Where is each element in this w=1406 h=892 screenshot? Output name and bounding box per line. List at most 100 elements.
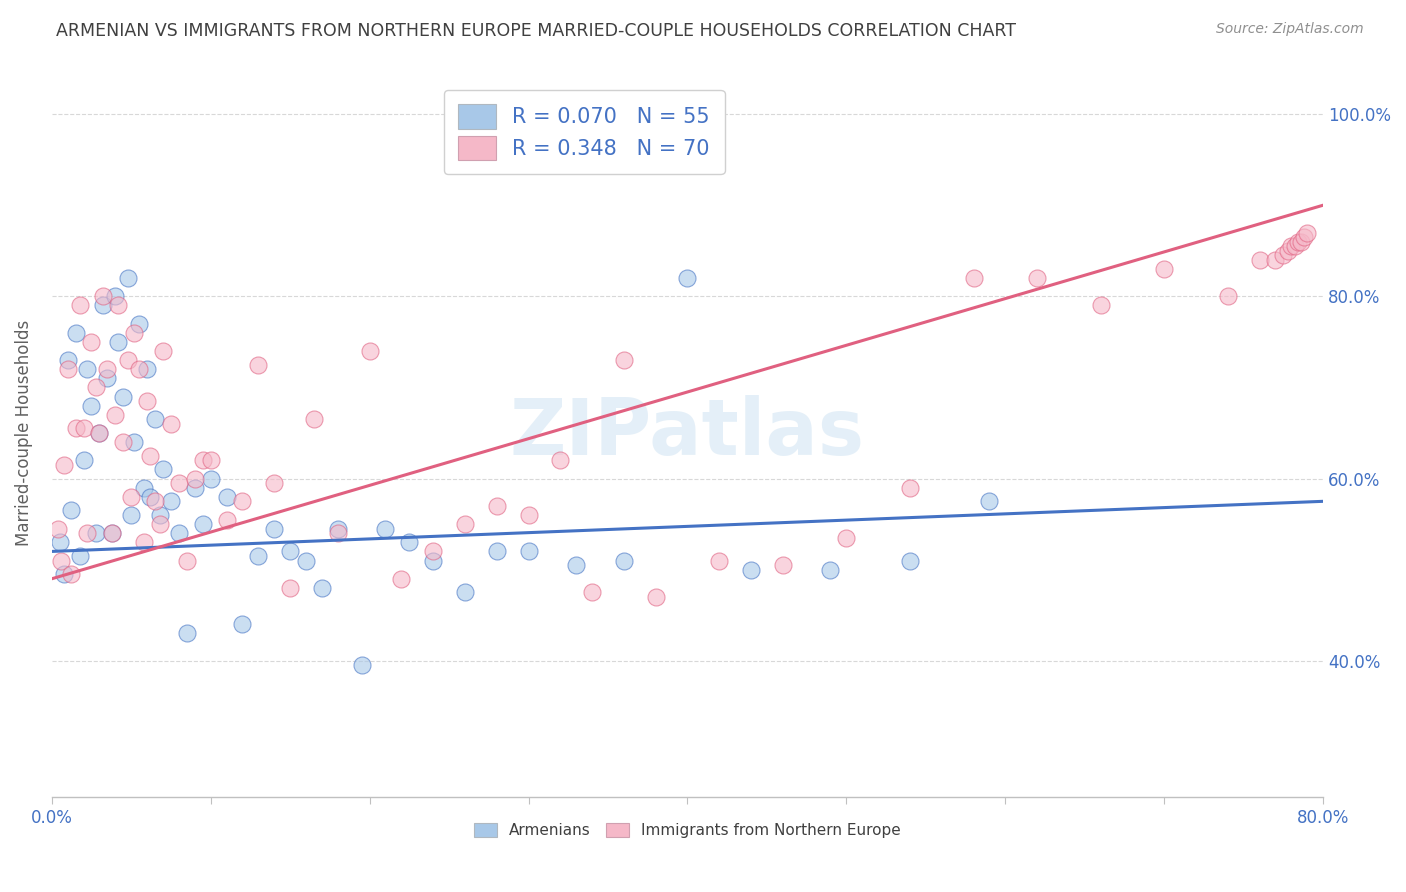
Point (96, 362, 118, 376)
Point (56, 353, 79, 368)
Point (143, 494, 166, 508)
Point (215, 490, 238, 504)
Point (124, 326, 146, 340)
Point (200, 453, 222, 467)
Point (1277, 244, 1299, 258)
Point (143, 412, 166, 426)
Point (389, 572, 412, 586)
Point (278, 544, 301, 558)
Point (1026, 271, 1049, 285)
Point (1289, 235, 1312, 249)
Point (200, 471, 222, 485)
Point (65, 421, 87, 435)
Point (231, 494, 253, 508)
Point (128, 317, 150, 331)
Point (101, 526, 124, 541)
Point (160, 494, 183, 508)
Point (48, 535, 70, 549)
Point (149, 517, 172, 532)
Point (820, 563, 842, 577)
Point (91, 289, 114, 303)
Point (835, 531, 858, 545)
Point (152, 462, 174, 476)
Point (898, 481, 921, 495)
Point (167, 526, 190, 541)
Point (139, 490, 162, 504)
Point (69, 549, 91, 563)
Point (136, 394, 159, 409)
Point (104, 408, 127, 422)
Point (69, 298, 91, 312)
Point (72, 453, 94, 467)
Y-axis label: Married-couple Households: Married-couple Households (15, 320, 32, 546)
Point (326, 522, 349, 536)
Point (644, 590, 666, 604)
Point (581, 585, 603, 599)
Point (124, 435, 146, 450)
Point (1249, 252, 1271, 267)
Point (1264, 252, 1286, 267)
Text: Source: ZipAtlas.com: Source: ZipAtlas.com (1216, 22, 1364, 37)
Point (311, 581, 333, 595)
Point (454, 585, 477, 599)
Point (247, 549, 270, 563)
Point (709, 553, 731, 567)
Point (128, 362, 150, 376)
Point (278, 581, 301, 595)
Point (422, 553, 444, 567)
Point (80, 399, 103, 413)
Point (96, 371, 118, 385)
Point (772, 558, 794, 573)
Point (962, 271, 984, 285)
Point (191, 517, 214, 532)
Point (160, 417, 183, 431)
Point (117, 271, 139, 285)
Point (1090, 298, 1112, 312)
Point (112, 435, 135, 450)
Point (117, 353, 139, 368)
Text: ZIPatlas: ZIPatlas (510, 395, 865, 471)
Point (191, 453, 214, 467)
Point (56, 362, 79, 376)
Point (215, 512, 238, 526)
Point (120, 490, 142, 504)
Point (979, 494, 1001, 508)
Point (485, 499, 508, 513)
Point (263, 522, 285, 536)
Point (53, 458, 76, 472)
Point (132, 535, 155, 549)
Point (112, 390, 135, 404)
Point (247, 358, 270, 372)
Point (107, 298, 129, 312)
Point (84, 526, 107, 541)
Point (485, 544, 508, 558)
Point (184, 481, 207, 495)
Point (1284, 239, 1306, 253)
Point (101, 526, 124, 541)
Point (565, 558, 588, 573)
Point (1153, 262, 1175, 277)
Point (613, 553, 636, 567)
Point (613, 353, 636, 368)
Point (104, 289, 127, 303)
Point (120, 508, 142, 522)
Point (1279, 239, 1302, 253)
Point (59, 567, 82, 582)
Point (517, 508, 540, 522)
Point (132, 481, 155, 495)
Point (1296, 226, 1319, 240)
Point (149, 508, 172, 522)
Point (167, 476, 190, 491)
Point (53, 567, 76, 582)
Point (295, 553, 318, 567)
Point (72, 421, 94, 435)
Point (1216, 289, 1239, 303)
Point (359, 343, 381, 358)
Point (107, 334, 129, 349)
Point (76, 526, 98, 541)
Point (517, 544, 540, 558)
Point (91, 298, 114, 312)
Point (676, 271, 699, 285)
Point (51, 553, 73, 567)
Point (80, 334, 103, 349)
